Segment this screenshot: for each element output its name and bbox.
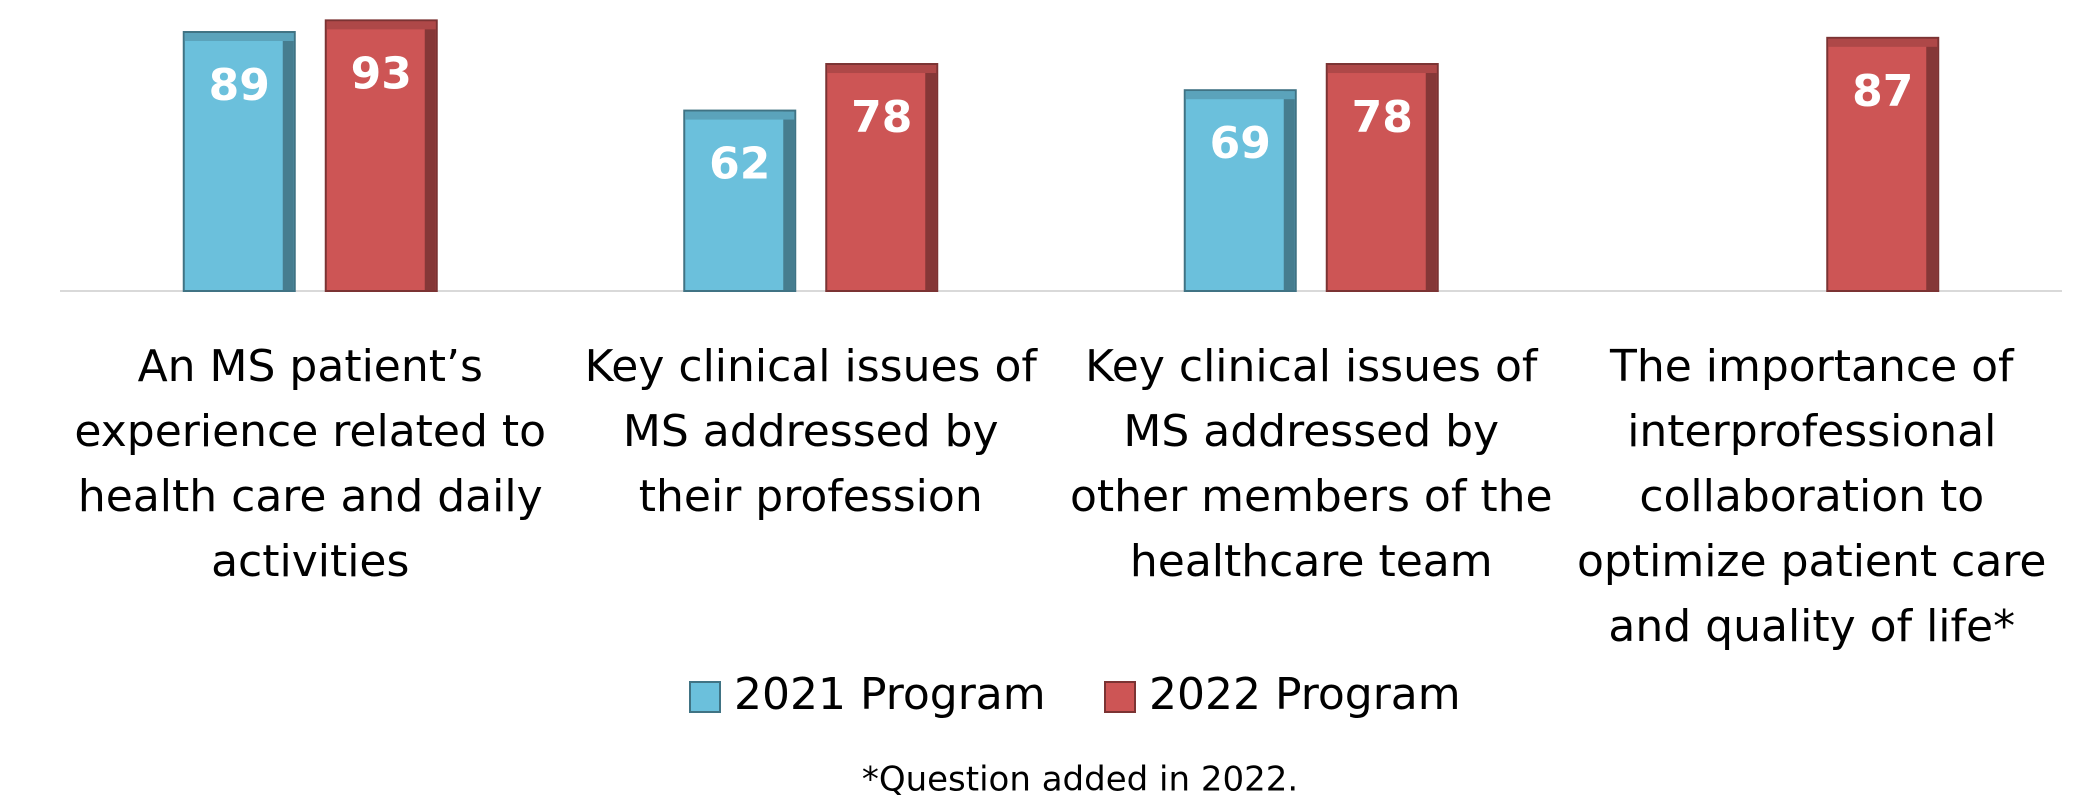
value-label: 69 — [1210, 118, 1271, 169]
bar-edge — [827, 65, 937, 74]
x-tick-label: An MS patient’s experience related to he… — [74, 341, 547, 587]
bar — [683, 109, 797, 292]
value-label: 78 — [851, 92, 912, 143]
bar — [182, 31, 296, 292]
bar-edge — [1926, 38, 1938, 290]
bar-edge — [282, 33, 294, 290]
legend-swatch — [689, 681, 721, 713]
value-label: 89 — [209, 60, 270, 111]
x-tick-label: Key clinical issues of MS addressed by t… — [584, 341, 1037, 522]
legend-label: 2021 Program — [734, 669, 1046, 720]
value-label: 78 — [1352, 92, 1413, 143]
x-tick-label: The importance of interprofessional coll… — [1577, 341, 2047, 652]
bar-edge — [1185, 91, 1295, 100]
legend-label: 2022 Program — [1149, 669, 1461, 720]
bar — [1325, 63, 1439, 292]
bar-edge — [783, 111, 795, 290]
bar-edge — [1283, 91, 1295, 291]
value-label: 87 — [1852, 66, 1913, 117]
bar-edge — [184, 33, 294, 42]
value-label: 62 — [709, 139, 770, 190]
bar-edge — [685, 111, 795, 120]
bar — [825, 63, 939, 292]
bar-edge — [925, 65, 937, 291]
legend-swatch — [1104, 681, 1136, 713]
value-label: 93 — [351, 48, 412, 99]
x-tick-label: Key clinical issues of MS addressed by o… — [1069, 341, 1553, 587]
bar-edge — [1327, 65, 1437, 74]
bar — [324, 19, 438, 293]
bar-edge — [1425, 65, 1437, 291]
bar — [1183, 89, 1297, 292]
footnote: *Question added in 2022. — [862, 760, 1298, 800]
bar-edge — [1828, 38, 1938, 47]
bar-edge — [424, 21, 436, 291]
bar-edge — [326, 21, 436, 30]
bar — [1826, 36, 1940, 292]
